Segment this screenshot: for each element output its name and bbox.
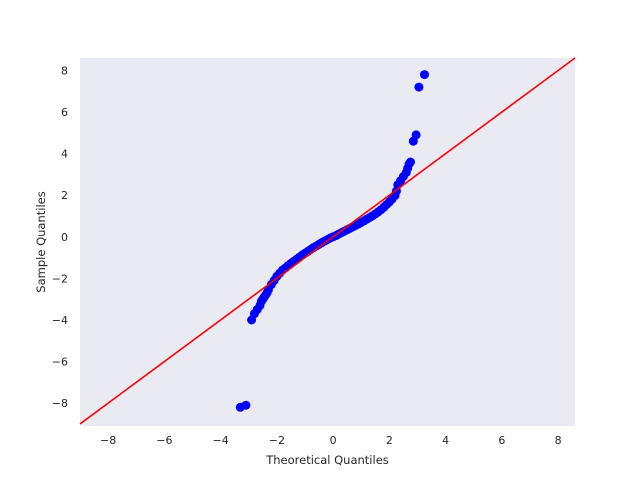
data-point <box>411 130 421 140</box>
y-tick-label: 4 <box>61 148 68 161</box>
x-tick-label: −2 <box>269 434 285 447</box>
y-axis-title: Sample Quantiles <box>34 191 48 292</box>
y-tick-label: 0 <box>61 231 68 244</box>
x-tick-label: 6 <box>498 434 505 447</box>
data-point <box>241 400 251 410</box>
x-axis: −8 −6 −4 −2 0 2 4 6 8 <box>100 434 562 447</box>
x-tick-label: 8 <box>555 434 562 447</box>
x-tick-label: 2 <box>386 434 393 447</box>
reference-line <box>79 57 576 425</box>
x-tick-label: 0 <box>330 434 337 447</box>
x-tick-label: −6 <box>156 434 172 447</box>
data-point <box>406 157 415 167</box>
y-axis: −8 −6 −4 −2 0 2 4 6 8 <box>52 64 68 410</box>
y-tick-label: 8 <box>61 64 68 77</box>
data-point <box>420 70 429 80</box>
x-axis-title: Theoretical Quantiles <box>265 453 389 467</box>
y-tick-label: −4 <box>52 314 68 327</box>
y-tick-label: 2 <box>61 189 68 202</box>
x-tick-label: −8 <box>100 434 116 447</box>
x-tick-label: −4 <box>213 434 229 447</box>
data-point <box>414 82 424 92</box>
y-tick-label: −6 <box>52 356 68 369</box>
x-tick-label: 4 <box>442 434 449 447</box>
y-tick-label: −2 <box>52 272 68 285</box>
y-tick-label: −8 <box>52 397 68 410</box>
y-tick-label: 6 <box>61 106 68 119</box>
